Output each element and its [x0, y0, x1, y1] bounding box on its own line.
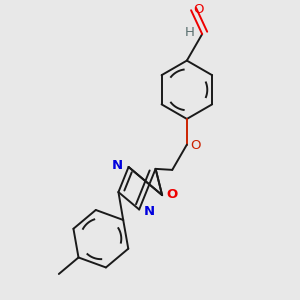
- Text: O: O: [194, 2, 204, 16]
- Text: N: N: [143, 205, 155, 218]
- Text: O: O: [167, 188, 178, 201]
- Text: N: N: [112, 159, 123, 172]
- Text: O: O: [190, 139, 201, 152]
- Text: H: H: [184, 26, 194, 39]
